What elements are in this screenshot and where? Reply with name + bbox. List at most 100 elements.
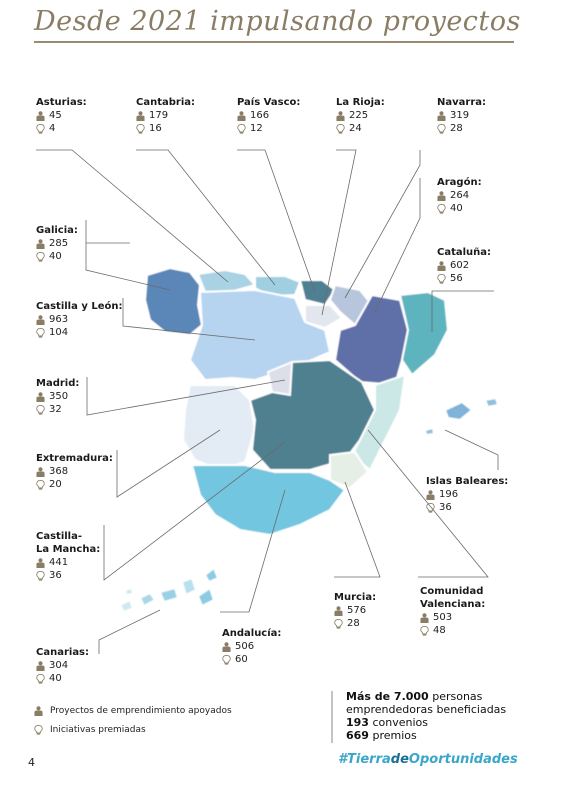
region-projects: 166 bbox=[237, 109, 300, 122]
region-awards-value: 4 bbox=[49, 123, 56, 134]
region-projects-value: 503 bbox=[433, 612, 453, 623]
region-projects-value: 304 bbox=[49, 660, 69, 671]
legend-awards: Iniciativas premiadas bbox=[34, 725, 232, 735]
region-awards-value: 36 bbox=[439, 502, 452, 513]
region-projects: 368 bbox=[36, 465, 113, 478]
person-icon bbox=[237, 110, 246, 121]
region-label-castilla-la-mancha: Castilla- La Mancha: 441 36 bbox=[36, 530, 100, 582]
person-icon bbox=[437, 190, 446, 201]
region-label-comunidad-valenciana: Comunidad Valenciana: 503 48 bbox=[420, 585, 485, 637]
region-projects: 319 bbox=[437, 109, 486, 122]
lightbulb-icon bbox=[34, 725, 43, 735]
region-projects-value: 368 bbox=[49, 466, 69, 477]
region-awards: 36 bbox=[36, 569, 100, 582]
region-label-andalucia: Andalucía: 506 60 bbox=[222, 627, 281, 666]
map-region-andalucia bbox=[190, 464, 347, 537]
region-projects-value: 319 bbox=[450, 110, 470, 121]
lightbulb-icon bbox=[36, 404, 45, 415]
hashtag-part2: de bbox=[390, 752, 409, 767]
lightbulb-icon bbox=[36, 570, 45, 581]
region-name-line1: Comunidad bbox=[420, 586, 484, 597]
hashtag: #TierradeOportunidades bbox=[338, 752, 518, 767]
person-icon bbox=[36, 557, 45, 568]
region-projects: 441 bbox=[36, 556, 100, 569]
region-awards: 104 bbox=[36, 326, 122, 339]
leader-lines bbox=[36, 149, 499, 743]
region-name: Aragón: bbox=[437, 177, 482, 188]
lightbulb-icon bbox=[420, 625, 429, 636]
region-awards: 40 bbox=[36, 672, 89, 685]
region-awards-value: 40 bbox=[450, 203, 463, 214]
stat-people-bold: Más de 7.000 bbox=[346, 690, 429, 703]
region-label-galicia: Galicia: 285 40 bbox=[36, 224, 78, 263]
region-projects-value: 963 bbox=[49, 314, 69, 325]
region-awards-value: 56 bbox=[450, 273, 463, 284]
map-region-la-rioja bbox=[304, 304, 344, 330]
region-awards: 20 bbox=[36, 478, 113, 491]
region-projects: 506 bbox=[222, 640, 281, 653]
region-awards: 28 bbox=[437, 122, 486, 135]
region-projects: 576 bbox=[334, 604, 376, 617]
map-region-comunidad-valenciana bbox=[350, 373, 407, 472]
person-icon bbox=[36, 466, 45, 477]
region-label-extremadura: Extremadura: 368 20 bbox=[36, 452, 113, 491]
region-label-la-rioja: La Rioja: 225 24 bbox=[336, 96, 385, 135]
region-name: Navarra: bbox=[437, 97, 486, 108]
region-awards: 12 bbox=[237, 122, 300, 135]
person-icon bbox=[36, 391, 45, 402]
person-icon bbox=[34, 706, 43, 716]
map-region-castilla-la-mancha bbox=[248, 358, 377, 471]
region-projects: 179 bbox=[136, 109, 195, 122]
person-icon bbox=[437, 260, 446, 271]
region-name: Islas Baleares: bbox=[426, 476, 509, 487]
region-name: Asturias: bbox=[36, 97, 87, 108]
region-projects: 602 bbox=[437, 259, 491, 272]
person-icon bbox=[36, 660, 45, 671]
region-projects-value: 45 bbox=[49, 110, 62, 121]
region-projects-value: 196 bbox=[439, 489, 459, 500]
region-projects: 503 bbox=[420, 611, 485, 624]
region-awards-value: 28 bbox=[347, 618, 360, 629]
stat-agreements-rest: convenios bbox=[368, 716, 428, 729]
region-projects-value: 350 bbox=[49, 391, 69, 402]
lightbulb-icon bbox=[336, 123, 345, 134]
map-region-cantabria bbox=[254, 275, 302, 298]
region-awards-value: 24 bbox=[349, 123, 362, 134]
region-awards: 32 bbox=[36, 403, 79, 416]
region-awards: 40 bbox=[437, 202, 482, 215]
legend-projects: Proyectos de emprendimiento apoyados bbox=[34, 706, 232, 716]
person-icon bbox=[36, 314, 45, 325]
region-name: Cataluña: bbox=[437, 247, 492, 258]
person-icon bbox=[334, 605, 343, 616]
region-projects-value: 506 bbox=[235, 641, 255, 652]
region-awards-value: 12 bbox=[250, 123, 263, 134]
region-label-navarra: Navarra: 319 28 bbox=[437, 96, 486, 135]
region-awards: 56 bbox=[437, 272, 491, 285]
region-awards-value: 28 bbox=[450, 123, 463, 134]
region-awards-value: 40 bbox=[49, 673, 62, 684]
lightbulb-icon bbox=[36, 327, 45, 338]
lightbulb-icon bbox=[36, 479, 45, 490]
region-projects-value: 179 bbox=[149, 110, 169, 121]
region-awards: 24 bbox=[336, 122, 385, 135]
region-label-cataluna: Cataluña: 602 56 bbox=[437, 246, 491, 285]
region-projects-value: 225 bbox=[349, 110, 369, 121]
person-icon bbox=[336, 110, 345, 121]
region-awards: 48 bbox=[420, 624, 485, 637]
legend-awards-label: Iniciativas premiadas bbox=[50, 725, 146, 735]
stat-awards-bold: 669 bbox=[346, 729, 369, 742]
region-projects-value: 264 bbox=[450, 190, 470, 201]
person-icon bbox=[420, 612, 429, 623]
region-awards: 60 bbox=[222, 653, 281, 666]
region-name: Murcia: bbox=[334, 592, 377, 603]
region-label-madrid: Madrid: 350 32 bbox=[36, 377, 79, 416]
lightbulb-icon bbox=[36, 251, 45, 262]
lightbulb-icon bbox=[36, 673, 45, 684]
region-awards-value: 32 bbox=[49, 404, 62, 415]
region-name: Galicia: bbox=[36, 225, 78, 236]
page-title: Desde 2021 impulsando proyectos bbox=[34, 6, 521, 37]
region-awards: 40 bbox=[36, 250, 78, 263]
lightbulb-icon bbox=[36, 123, 45, 134]
map-region-murcia bbox=[329, 450, 370, 490]
region-name: Extremadura: bbox=[36, 453, 113, 464]
